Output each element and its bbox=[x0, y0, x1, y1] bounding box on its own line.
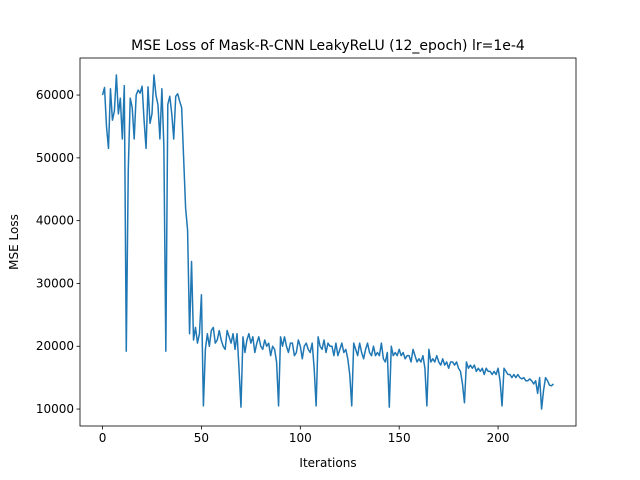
x-tick-label: 0 bbox=[99, 431, 107, 445]
x-tick-label: 150 bbox=[388, 431, 411, 445]
y-tick-label: 50000 bbox=[36, 151, 74, 165]
y-tick-label: 30000 bbox=[36, 276, 74, 290]
y-tick-label: 60000 bbox=[36, 88, 74, 102]
chart-title: MSE Loss of Mask-R-CNN LeakyReLU (12_epo… bbox=[131, 38, 525, 54]
y-tick-label: 20000 bbox=[36, 339, 74, 353]
x-tick-label: 50 bbox=[194, 431, 209, 445]
y-tick-label: 10000 bbox=[36, 402, 74, 416]
y-tick-label: 40000 bbox=[36, 214, 74, 228]
plot-frame bbox=[79, 57, 577, 427]
x-tick-label: 100 bbox=[289, 431, 312, 445]
y-axis-label: MSE Loss bbox=[7, 214, 21, 270]
x-axis-label: Iterations bbox=[299, 456, 356, 470]
data-line bbox=[101, 74, 554, 410]
x-tick-label: 200 bbox=[487, 431, 510, 445]
